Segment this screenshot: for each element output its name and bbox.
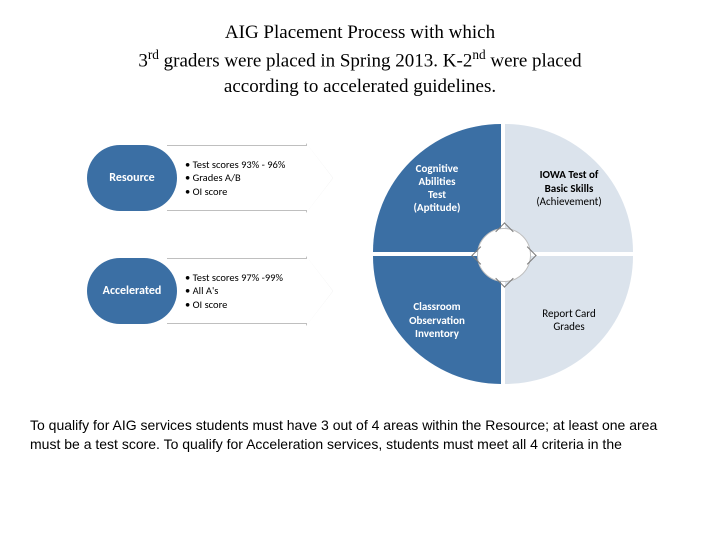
chevron-body: • Test scores 93% - 96%• Grades A/B• OI … <box>167 144 333 212</box>
arrow-pill: Resource <box>87 145 177 211</box>
quadrant-line: (Achievement) <box>536 195 601 208</box>
hub-cycle-icon <box>477 228 531 282</box>
arrow-row: Resource• Test scores 93% - 96%• Grades … <box>87 144 333 212</box>
arrows-column: Resource• Test scores 93% - 96%• Grades … <box>87 144 333 325</box>
footer-text: To qualify for AIG services students mus… <box>30 416 690 454</box>
arrow-pill: Accelerated <box>87 258 177 324</box>
quadrant-line: Basic Skills <box>545 182 594 195</box>
quadrant-line: IOWA Test of <box>540 168 599 181</box>
quadrant-line: Inventory <box>415 327 459 340</box>
quadrant-line: Report Card <box>542 307 595 320</box>
quadrant-circle: CognitiveAbilitiesTest(Aptitude) IOWA Te… <box>373 124 633 384</box>
quadrant-line: Cognitive <box>416 162 459 175</box>
chevron-bullets: • Test scores 93% - 96%• Grades A/B• OI … <box>167 145 307 211</box>
arrow-row: Accelerated• Test scores 97% -99%• All A… <box>87 257 333 325</box>
bullet-line: • OI score <box>185 298 307 312</box>
quadrant-report-card: Report CardGrades <box>505 256 633 384</box>
bullet-line: • All A's <box>185 284 307 298</box>
content-row: Resource• Test scores 93% - 96%• Grades … <box>30 124 690 384</box>
quadrant-cognitive: CognitiveAbilitiesTest(Aptitude) <box>373 124 501 252</box>
page-title: AIG Placement Process with which3rd grad… <box>30 20 690 99</box>
quadrant-line: (Aptitude) <box>414 201 461 214</box>
quadrant-iowa: IOWA Test ofBasic Skills(Achievement) <box>505 124 633 252</box>
chevron-tip-icon <box>307 257 333 325</box>
quadrant-line: Grades <box>553 320 584 333</box>
chevron-bullets: • Test scores 97% -99%• All A's• OI scor… <box>167 258 307 324</box>
chevron-tip-icon <box>307 144 333 212</box>
bullet-line: • Test scores 93% - 96% <box>185 158 307 172</box>
bullet-line: • Test scores 97% -99% <box>185 271 307 285</box>
quadrant-line: Classroom <box>413 300 460 313</box>
quadrant-line: Observation <box>409 314 465 327</box>
quadrant-line: Abilities <box>418 175 455 188</box>
bullet-line: • OI score <box>185 185 307 199</box>
quadrant-classroom: ClassroomObservationInventory <box>373 256 501 384</box>
chevron-body: • Test scores 97% -99%• All A's• OI scor… <box>167 257 333 325</box>
bullet-line: • Grades A/B <box>185 171 307 185</box>
quadrant-line: Test <box>428 188 446 201</box>
